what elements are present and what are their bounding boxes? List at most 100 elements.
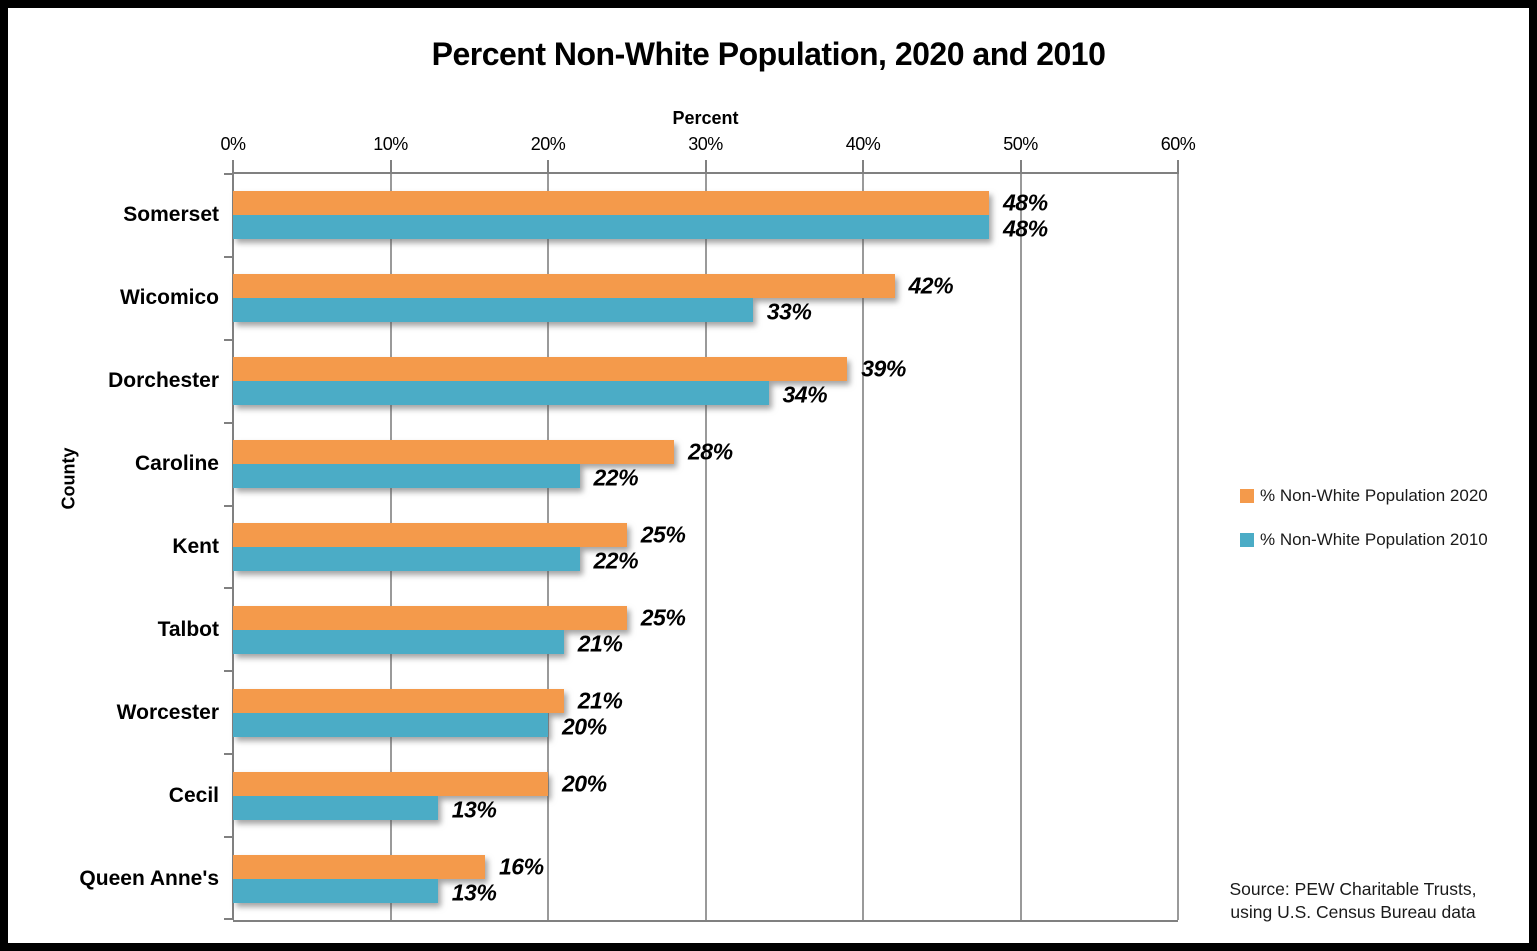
category-row: Wicomico 42% 33%: [120, 257, 1178, 340]
legend-swatch: [1240, 489, 1254, 503]
bar-group: [233, 605, 627, 654]
bar-2010: [233, 712, 548, 737]
bar-2020: [233, 605, 627, 630]
bar-2010: [233, 464, 580, 489]
legend-swatch: [1240, 533, 1254, 547]
bar-2010: [233, 629, 564, 654]
y-tick-mark: [224, 918, 233, 920]
bar-2020: [233, 854, 485, 879]
bar-value-label: 25%: [640, 604, 686, 631]
bar-2010: [233, 215, 989, 240]
bar-2020: [233, 771, 548, 796]
category-label: Cecil: [168, 783, 219, 807]
bar-group: [233, 357, 848, 406]
gridline: [704, 174, 707, 920]
bar-value-label: 48%: [1003, 215, 1048, 242]
category-label: Kent: [172, 534, 219, 558]
category-row: Worcester 21% 20%: [117, 671, 1178, 754]
x-tick-label: 50%: [1003, 134, 1038, 154]
legend-label: % Non-White Population 2020: [1260, 486, 1488, 505]
y-tick-mark: [224, 753, 233, 756]
source-line-2: using U.S. Census Bureau data: [1230, 902, 1476, 922]
plot-area: 0% 10% 20% 30% 40% 50% 60% Somerset 48% 48% Wicomi…: [79, 134, 1196, 922]
bar-value-label: 13%: [451, 879, 497, 906]
bar-2010: [233, 795, 438, 820]
category-row: Somerset 48% 48%: [123, 174, 1178, 257]
legend-item: % Non-White Population 2020: [1240, 486, 1488, 506]
x-tick-label: 30%: [688, 134, 723, 154]
x-tick-label: 20%: [530, 134, 566, 154]
bar-value-label: 48%: [1003, 189, 1048, 216]
bar-2010: [233, 546, 580, 571]
bar-value-label: 13%: [451, 796, 497, 823]
y-tick-mark: [224, 670, 233, 673]
category-row: Talbot 25% 21%: [158, 588, 1178, 671]
bar-value-label: 34%: [782, 381, 828, 408]
bar-value-label: 42%: [908, 272, 954, 299]
x-tick-mark: [704, 160, 707, 174]
legend-item: % Non-White Population 2010: [1240, 530, 1488, 550]
category-row: Caroline 28% 22%: [135, 423, 1178, 506]
y-tick-mark: [224, 338, 233, 341]
x-tick-mark: [1177, 160, 1179, 174]
bar-group: [233, 274, 895, 323]
gridline: [1177, 174, 1179, 920]
bar-2020: [233, 522, 627, 547]
bar-2010: [233, 878, 438, 903]
bar-2010: [233, 381, 769, 406]
x-tick-label: 0%: [220, 134, 246, 154]
y-tick-mark: [224, 504, 233, 507]
category-label: Caroline: [134, 452, 219, 476]
category-row: Dorchester 39% 34%: [108, 340, 1178, 423]
x-tick-label: 60%: [1160, 134, 1196, 154]
bar-value-label: 16%: [499, 853, 544, 880]
bar-value-label: 25%: [640, 521, 686, 548]
x-tick-mark: [1019, 160, 1022, 174]
x-tick-label: 40%: [845, 134, 881, 154]
chart-title: Percent Non-White Population, 2020 and 2…: [431, 36, 1106, 72]
x-tick-mark: [232, 160, 234, 174]
bar-value-label: 39%: [861, 355, 906, 382]
bar-2020: [233, 688, 564, 713]
y-tick-mark: [224, 421, 233, 424]
source-note: Source: PEW Charitable Trusts, using U.S…: [1193, 878, 1513, 924]
bar-group: [233, 191, 989, 240]
bar-group: [233, 688, 564, 737]
y-tick-mark: [224, 836, 233, 839]
legend-label: % Non-White Population 2010: [1260, 530, 1488, 549]
x-tick-mark: [389, 160, 392, 174]
x-tick-mark: [547, 160, 549, 174]
category-label: Talbot: [157, 617, 219, 641]
category-row: Cecil 20% 13%: [169, 754, 1178, 837]
category-label: Worcester: [116, 700, 219, 724]
y-axis-title: County: [58, 447, 79, 510]
gridline: [862, 174, 864, 920]
x-axis-title: Percent: [672, 108, 739, 128]
bar-value-label: 21%: [577, 687, 623, 714]
legend: % Non-White Population 2020 % Non-White P…: [1240, 486, 1488, 550]
bar-value-label: 21%: [577, 630, 623, 657]
y-tick-mark: [224, 173, 233, 175]
y-tick-mark: [224, 255, 233, 258]
bar-2020: [233, 191, 989, 216]
gridline: [1019, 174, 1022, 920]
bar-value-label: 20%: [562, 713, 607, 740]
y-tick-mark: [224, 587, 233, 590]
category-label: Wicomico: [120, 286, 219, 310]
bar-group: [233, 440, 674, 489]
bar-2020: [233, 440, 674, 465]
bar-group: [233, 522, 627, 571]
category-label: Dorchester: [108, 369, 219, 393]
category-label: Queen Anne's: [79, 866, 219, 890]
x-tick-mark: [862, 160, 864, 174]
bar-2010: [233, 298, 753, 323]
bar-2020: [233, 357, 848, 382]
x-tick-label: 10%: [373, 134, 408, 154]
category-row: Queen Anne's 16% 13%: [79, 837, 1178, 920]
category-label: Somerset: [123, 203, 219, 227]
bar-value-label: 22%: [593, 547, 639, 574]
bar-2020: [233, 274, 895, 299]
source-line-1: Source: PEW Charitable Trusts,: [1229, 879, 1477, 899]
category-row: Kent 25% 22%: [172, 506, 1178, 589]
